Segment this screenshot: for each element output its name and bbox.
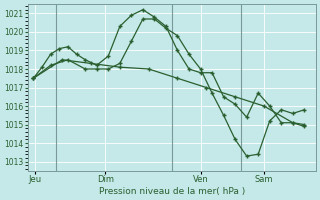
X-axis label: Pression niveau de la mer( hPa ): Pression niveau de la mer( hPa ): [99, 187, 245, 196]
